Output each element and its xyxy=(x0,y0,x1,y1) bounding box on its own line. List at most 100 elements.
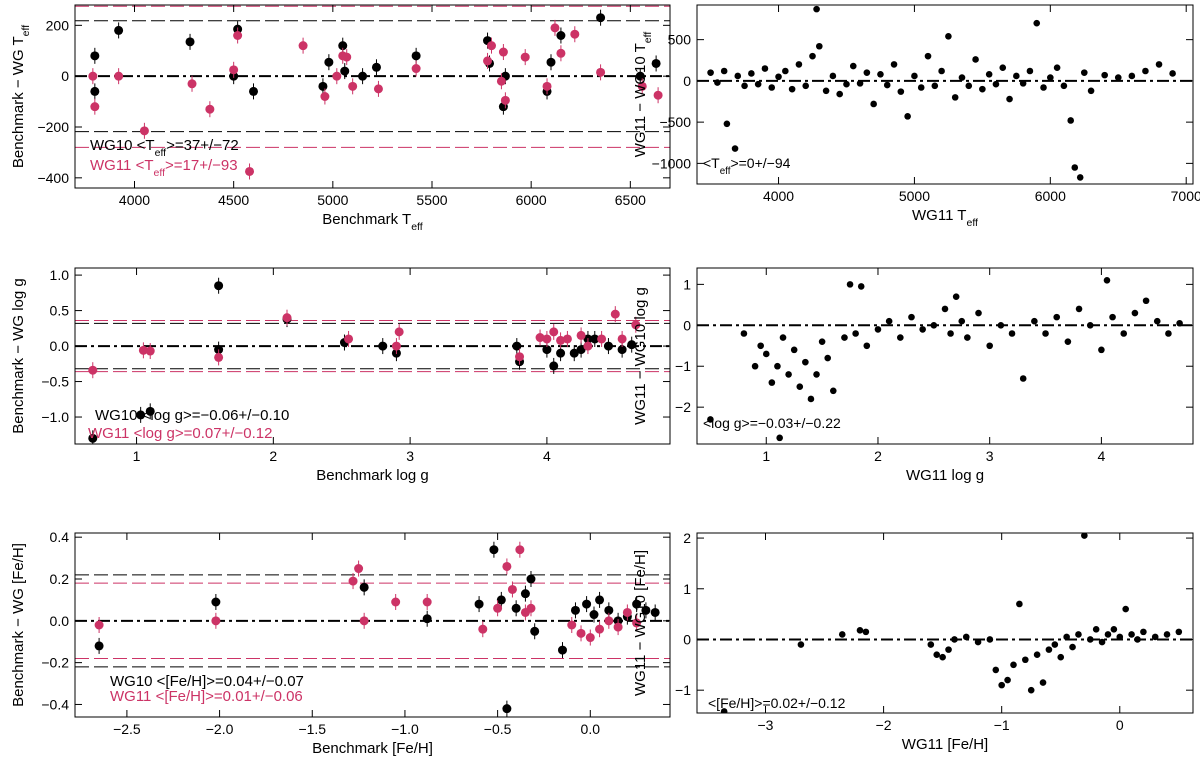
teff-wg-wg10-point-51 xyxy=(1040,84,1047,91)
teff-wg-wg10-point-16 xyxy=(809,52,816,60)
teff-bench-wg11-point-26 xyxy=(570,29,580,39)
teff-wg-panel: 4000 5000 6000 7000 −1000 −500 0 500 WG11 Teff WG… xyxy=(632,4,1200,229)
logg-wg-wg10-point-30 xyxy=(947,330,954,337)
feh-bench-wg10-point-2 xyxy=(359,582,369,592)
teff-bench-xtick-label-0: 4000 xyxy=(119,192,150,208)
teff-bench-ytick-label-0: −400 xyxy=(37,170,69,186)
teff-bench-wg10-point-7 xyxy=(318,81,328,91)
logg-bench-wg10-point-14 xyxy=(569,348,579,358)
teff-bench-wg10-point-6 xyxy=(249,86,258,96)
teff-wg-wg10-point-52 xyxy=(1047,74,1054,81)
logg-wg-wg10-point-17 xyxy=(829,387,837,395)
feh-bench-wg10-point-6 xyxy=(496,595,506,605)
feh-wg-frame xyxy=(696,532,1194,714)
logg-wg-wg10-point-5 xyxy=(768,379,776,386)
logg-bench-wg11-point-9 xyxy=(535,333,545,343)
logg-bench-wg10-point-9 xyxy=(512,341,522,351)
teff-bench-wg10-point-2 xyxy=(114,25,124,35)
feh-wg-wg10-point-35 xyxy=(1122,605,1129,613)
teff-wg-wg10-point-14 xyxy=(795,61,803,68)
feh-bench-xlabel: Benchmark [Fe/H] xyxy=(312,740,433,757)
feh-wg-xtick-label-1: −2 xyxy=(876,717,892,733)
feh-wg-wg10-point-26 xyxy=(1069,643,1076,651)
teff-wg-wg10-point-61 xyxy=(1114,74,1122,81)
feh-bench-wg11-point-17 xyxy=(595,624,605,634)
feh-wg-wg10-point-13 xyxy=(992,666,1000,674)
logg-wg-wg10-point-32 xyxy=(958,317,966,325)
teff-wg-wg10-point-34 xyxy=(924,52,932,60)
feh-wg-wg10-point-3 xyxy=(856,627,864,634)
logg-wg-wg10-point-38 xyxy=(1019,375,1027,382)
feh-wg-wg10-point-4 xyxy=(862,628,870,636)
teff-bench-ytick-label-1: −200 xyxy=(37,119,69,135)
logg-wg-wg10-point-13 xyxy=(807,395,815,403)
teff-wg-wg10-point-47 xyxy=(1013,72,1020,80)
teff-wg-wg10-point-59 xyxy=(1087,87,1095,95)
logg-bench-wg10-point-12 xyxy=(549,361,559,371)
logg-bench-wg11-point-14 xyxy=(576,330,586,340)
teff-bench-wg10-point-1 xyxy=(90,86,100,96)
teff-wg-wg10-point-62 xyxy=(1128,72,1136,80)
teff-bench-annotation-wg10: WG10 <Teff>=37+/−72 xyxy=(90,137,239,159)
teff-bench-wg11-point-13 xyxy=(342,52,352,62)
logg-wg-wg10-point-37 xyxy=(1008,330,1016,337)
teff-wg-frame xyxy=(696,4,1194,185)
logg-wg-wg10-point-2 xyxy=(751,362,759,370)
feh-wg-wg10-point-10 xyxy=(962,633,970,641)
teff-wg-wg10-point-2 xyxy=(720,67,728,75)
teff-wg-wg10-point-31 xyxy=(904,113,911,120)
teff-bench-ylabel: Benchmark − WG Teff xyxy=(10,25,32,168)
teff-bench-wg11-point-19 xyxy=(496,76,506,86)
teff-bench-ytick-label-2: 0 xyxy=(61,68,69,84)
teff-bench-wg11-point-14 xyxy=(348,81,358,91)
teff-wg-wg10-point-32 xyxy=(911,72,918,80)
feh-bench-xtick-label-2: −1.5 xyxy=(298,721,326,737)
logg-bench-wg10-point-7 xyxy=(378,341,388,351)
logg-bench-wg11-point-4 xyxy=(282,313,292,323)
teff-wg-wg10-point-13 xyxy=(788,85,796,93)
logg-bench-wg11-point-11 xyxy=(549,327,559,337)
feh-bench-wg10-point-4 xyxy=(474,599,484,609)
feh-wg-wg10-point-34 xyxy=(1116,633,1124,641)
teff-wg-wg10-point-18 xyxy=(816,42,823,50)
teff-wg-wg10-point-5 xyxy=(734,72,742,80)
teff-bench-wg11-point-8 xyxy=(245,166,255,176)
logg-wg-wg10-point-43 xyxy=(1075,305,1083,313)
feh-bench-wg10-point-15 xyxy=(589,610,599,620)
feh-wg-wg10-point-18 xyxy=(1022,656,1029,664)
logg-wg-ytick-label-3: 1 xyxy=(683,276,691,292)
feh-wg-annotation-wg10: <[Fe/H]>=0.02+/−0.12 xyxy=(708,695,846,711)
teff-bench-wg11-point-4 xyxy=(187,79,197,89)
logg-wg-wg10-point-34 xyxy=(975,309,982,317)
feh-bench-wg11-point-2 xyxy=(348,576,358,586)
logg-bench-wg11-point-8 xyxy=(515,352,525,362)
feh-bench-xtick-label-5: 0.0 xyxy=(581,721,601,737)
teff-wg-wg10-point-9 xyxy=(761,65,769,72)
teff-bench-xtick-label-5: 6500 xyxy=(615,192,646,208)
logg-wg-wg10-point-6 xyxy=(774,362,781,370)
logg-wg-wg10-point-23 xyxy=(874,326,882,333)
logg-wg-wg10-point-8 xyxy=(779,334,787,341)
logg-wg-wg10-point-26 xyxy=(908,313,915,321)
teff-bench-wg11-point-7 xyxy=(233,31,243,40)
logg-bench-wg10-point-19 xyxy=(617,345,627,355)
teff-wg-wg10-point-57 xyxy=(1076,174,1084,181)
logg-wg-wg10-point-9 xyxy=(785,371,792,378)
teff-bench-wg10-point-12 xyxy=(371,62,381,72)
logg-bench-xtick-label-2: 3 xyxy=(406,448,414,464)
feh-wg-wg10-point-5 xyxy=(927,641,935,648)
teff-bench-wg11-point-5 xyxy=(205,104,215,114)
teff-wg-annotation-wg10: <Teff>=0+/−94 xyxy=(703,155,791,177)
teff-bench-wg11-point-15 xyxy=(373,84,383,94)
logg-wg-annotation-wg10: <log g>=−0.03+/−0.22 xyxy=(703,415,841,431)
teff-wg-wg10-point-56 xyxy=(1071,164,1079,171)
logg-wg-wg10-point-11 xyxy=(796,383,804,390)
teff-wg-wg10-point-20 xyxy=(829,72,837,80)
logg-bench-wg10-point-3 xyxy=(214,281,224,291)
logg-wg-xlabel: WG11 log g xyxy=(906,467,984,484)
logg-bench-wg11-point-12 xyxy=(556,335,566,345)
teff-wg-wg10-point-64 xyxy=(1155,61,1163,68)
logg-wg-wg10-point-41 xyxy=(1053,313,1061,321)
teff-bench-wg10-point-10 xyxy=(340,66,350,76)
logg-wg-wg10-point-10 xyxy=(790,346,798,354)
